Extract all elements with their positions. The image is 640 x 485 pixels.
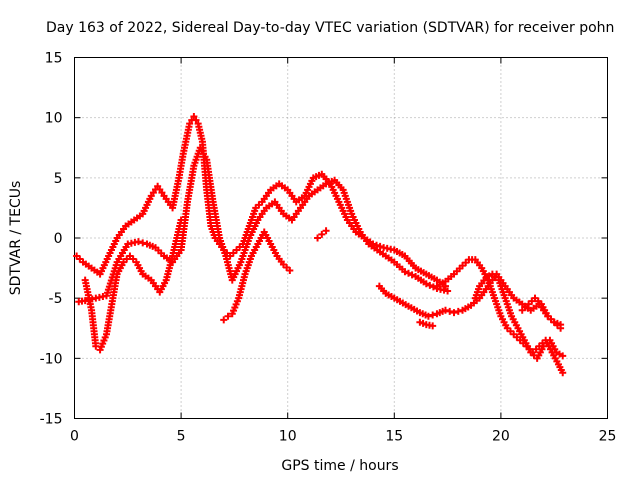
y-tick-label: -15 xyxy=(40,412,63,428)
data-point-trail xyxy=(405,269,413,277)
plot-frame xyxy=(74,57,608,419)
data-point xyxy=(444,287,452,295)
y-tick-label: -10 xyxy=(40,351,63,367)
series-arc-2 xyxy=(75,144,452,306)
data-point xyxy=(422,280,430,288)
axis-ticks xyxy=(74,57,608,419)
x-tick-label: 5 xyxy=(177,429,186,445)
data-point xyxy=(441,306,449,314)
data-point-trail xyxy=(408,271,416,279)
data-point xyxy=(186,120,194,128)
series-arc-9 xyxy=(518,294,565,329)
data-point xyxy=(286,266,294,274)
data-point-trail xyxy=(429,311,437,319)
grid xyxy=(74,57,608,419)
series-arc-3 xyxy=(81,216,185,354)
data-point xyxy=(322,227,330,235)
y-tick-label: 0 xyxy=(54,231,63,247)
x-tick-label: 10 xyxy=(279,429,297,445)
data-points xyxy=(73,112,567,377)
x-tick-label: 25 xyxy=(599,429,617,445)
data-point xyxy=(318,230,326,238)
x-tick-label: 15 xyxy=(385,429,403,445)
data-point xyxy=(429,322,437,330)
data-point xyxy=(424,312,432,320)
data-point xyxy=(190,112,198,120)
x-axis-label: GPS time / hours xyxy=(281,458,398,474)
data-point-trail xyxy=(426,281,434,289)
data-point-trail xyxy=(192,116,200,124)
data-point xyxy=(314,234,322,242)
y-tick-label: 15 xyxy=(45,51,63,67)
data-point xyxy=(224,312,232,320)
series-arc-10 xyxy=(314,227,330,242)
y-tick-label: -5 xyxy=(49,291,63,307)
data-point-trail xyxy=(139,239,147,247)
y-tick-label: 10 xyxy=(45,111,63,127)
chart-title: Day 163 of 2022, Sidereal Day-to-day VTE… xyxy=(46,20,614,36)
series-arc-8 xyxy=(471,270,567,362)
data-point xyxy=(220,316,228,324)
series-arc-6 xyxy=(416,318,437,330)
data-point xyxy=(557,321,565,329)
data-point xyxy=(450,309,458,317)
series-arc-1 xyxy=(73,112,449,290)
y-axis-label: SDTVAR / TECUs xyxy=(8,181,24,296)
data-point-trail xyxy=(446,307,454,315)
data-point xyxy=(401,268,409,276)
x-tick-label: 20 xyxy=(492,429,510,445)
x-tick-label: 0 xyxy=(70,429,79,445)
data-point xyxy=(177,216,185,224)
axis-tick-labels: 0 5 10 15 20 25 -15 -10 -5 0 5 10 15 xyxy=(40,51,617,445)
y-tick-label: 5 xyxy=(54,171,63,187)
series-arc-4 xyxy=(220,228,294,324)
data-point xyxy=(559,369,567,377)
data-point xyxy=(559,352,567,360)
data-point-trail xyxy=(454,307,462,315)
data-point xyxy=(134,238,142,246)
